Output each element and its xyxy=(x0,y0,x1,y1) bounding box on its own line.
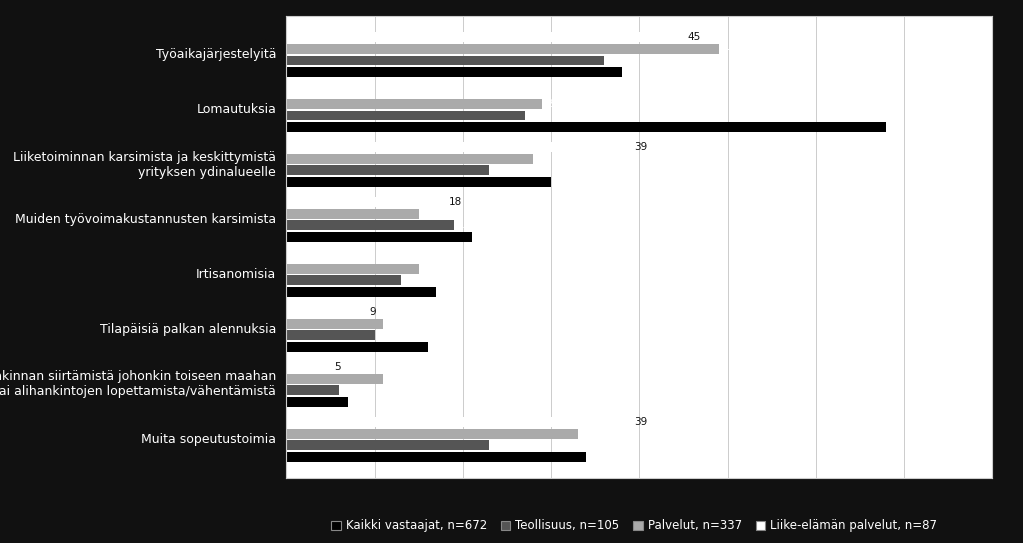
Bar xyxy=(286,154,534,164)
Text: 18: 18 xyxy=(449,197,462,207)
Text: 10: 10 xyxy=(379,330,392,340)
Text: 11: 11 xyxy=(387,374,400,384)
Text: Liiketoiminnan karsimista ja keskittymistä
yrityksen ydinalueelle: Liiketoiminnan karsimista ja keskittymis… xyxy=(13,150,276,179)
Text: 13: 13 xyxy=(405,275,418,285)
Text: 23: 23 xyxy=(493,166,506,175)
Bar xyxy=(286,67,622,77)
Text: 15: 15 xyxy=(422,209,436,219)
Text: 27: 27 xyxy=(528,110,541,121)
Bar xyxy=(286,287,437,297)
Bar xyxy=(286,374,384,383)
Text: 5: 5 xyxy=(335,362,341,372)
Text: Lomautuksia: Lomautuksia xyxy=(196,103,276,116)
Text: Työaikajärjestelyitä: Työaikajärjestelyitä xyxy=(155,48,276,61)
Bar xyxy=(286,397,348,407)
Bar xyxy=(286,342,428,352)
Text: Irtisanomisia: Irtisanomisia xyxy=(196,268,276,281)
Text: Tilapäisiä palkan alennuksia: Tilapäisiä palkan alennuksia xyxy=(100,323,276,336)
Text: 29: 29 xyxy=(546,99,560,109)
Bar xyxy=(286,428,578,439)
Text: 68: 68 xyxy=(890,122,903,132)
Bar xyxy=(286,220,454,230)
Text: 28: 28 xyxy=(537,154,550,164)
Bar xyxy=(286,166,489,175)
Text: Alihankinnan siirtämistä johonkin toiseen maahan
tai alihankintojen lopettamista: Alihankinnan siirtämistä johonkin toisee… xyxy=(0,370,276,399)
Text: 38: 38 xyxy=(625,67,638,77)
Bar xyxy=(286,307,366,317)
Text: 30: 30 xyxy=(554,177,568,187)
Bar xyxy=(286,44,719,54)
Text: 23: 23 xyxy=(493,440,506,450)
Bar xyxy=(286,122,886,132)
Text: 49: 49 xyxy=(722,44,736,54)
Text: 39: 39 xyxy=(634,142,648,153)
Legend: Kaikki vastaajat, n=672, Teollisuus, n=105, Palvelut, n=337, Liike-elämän palvel: Kaikki vastaajat, n=672, Teollisuus, n=1… xyxy=(326,515,942,537)
Bar xyxy=(286,362,330,372)
Text: 45: 45 xyxy=(687,33,701,42)
Text: 16: 16 xyxy=(431,342,444,352)
Bar xyxy=(286,33,683,42)
Bar xyxy=(286,417,630,427)
Bar xyxy=(286,264,418,274)
Bar xyxy=(286,55,604,66)
Text: Muita sopeutustoimia: Muita sopeutustoimia xyxy=(141,433,276,446)
Text: 33: 33 xyxy=(581,428,594,439)
Text: 21: 21 xyxy=(476,232,489,242)
Text: Muiden työvoimakustannusten karsimista: Muiden työvoimakustannusten karsimista xyxy=(15,213,276,226)
Text: 36: 36 xyxy=(608,55,621,66)
Text: 7: 7 xyxy=(352,397,358,407)
Text: 15: 15 xyxy=(422,264,436,274)
Bar xyxy=(286,385,340,395)
Text: 19: 19 xyxy=(457,220,471,230)
Bar xyxy=(286,232,472,242)
Bar xyxy=(286,440,489,450)
Bar xyxy=(286,142,630,152)
Bar xyxy=(286,177,551,187)
Bar xyxy=(286,209,418,219)
Text: 17: 17 xyxy=(440,287,453,297)
Bar xyxy=(286,330,374,340)
Bar xyxy=(286,111,525,121)
Bar xyxy=(286,275,401,285)
Text: 9: 9 xyxy=(369,307,376,317)
Bar xyxy=(286,452,586,462)
Text: 6: 6 xyxy=(343,385,350,395)
Text: 39: 39 xyxy=(634,417,648,427)
Bar xyxy=(286,197,445,207)
Text: 34: 34 xyxy=(590,452,604,462)
Bar xyxy=(286,99,542,109)
Bar xyxy=(286,319,384,329)
Text: 11: 11 xyxy=(387,319,400,329)
